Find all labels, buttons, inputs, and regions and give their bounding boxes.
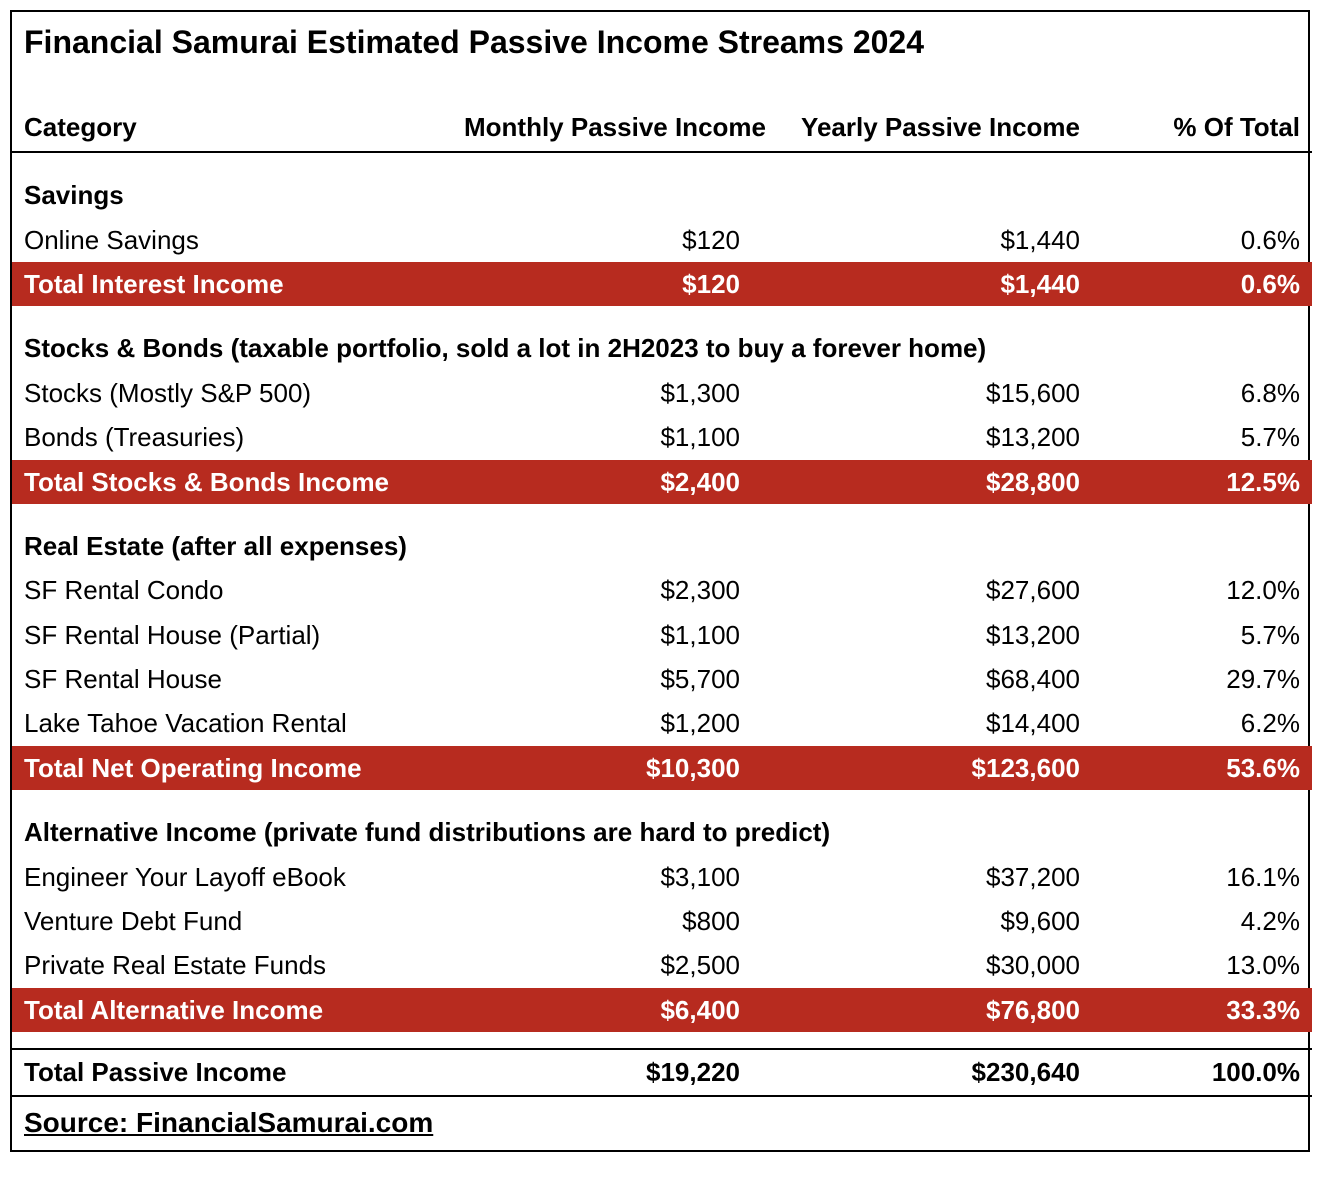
row-pct: 29.7% xyxy=(1092,657,1312,701)
row-label: SF Rental House (Partial) xyxy=(12,613,452,657)
section-header: Stocks & Bonds (taxable portfolio, sold … xyxy=(12,306,1312,370)
row-pct: 12.0% xyxy=(1092,568,1312,612)
row-pct: 0.6% xyxy=(1092,218,1312,262)
subtotal-pct: 33.3% xyxy=(1092,988,1312,1032)
subtotal-label: Total Interest Income xyxy=(12,262,452,306)
row-monthly: $120 xyxy=(452,218,752,262)
row-label: Stocks (Mostly S&P 500) xyxy=(12,371,452,415)
subtotal-monthly: $120 xyxy=(452,262,752,306)
row-label: SF Rental House xyxy=(12,657,452,701)
subtotal-yearly: $123,600 xyxy=(752,746,1092,790)
col-header-monthly: Monthly Passive Income xyxy=(452,105,752,152)
row-yearly: $37,200 xyxy=(752,855,1092,899)
section-header: Savings xyxy=(12,152,1312,217)
row-label: Private Real Estate Funds xyxy=(12,943,452,987)
row-yearly: $13,200 xyxy=(752,415,1092,459)
row-monthly: $1,300 xyxy=(452,371,752,415)
subtotal-yearly: $76,800 xyxy=(752,988,1092,1032)
row-label: Bonds (Treasuries) xyxy=(12,415,452,459)
row-yearly: $15,600 xyxy=(752,371,1092,415)
col-header-category: Category xyxy=(12,105,452,152)
subtotal-yearly: $1,440 xyxy=(752,262,1092,306)
row-monthly: $1,200 xyxy=(452,701,752,745)
col-header-pct: % Of Total xyxy=(1092,105,1312,152)
row-monthly: $5,700 xyxy=(452,657,752,701)
subtotal-monthly: $10,300 xyxy=(452,746,752,790)
col-header-yearly: Yearly Passive Income xyxy=(752,105,1092,152)
grand-total-monthly: $19,220 xyxy=(452,1049,752,1095)
source-attribution: Source: FinancialSamurai.com xyxy=(12,1096,1312,1150)
spacer xyxy=(12,69,1312,105)
row-monthly: $2,300 xyxy=(452,568,752,612)
row-pct: 5.7% xyxy=(1092,415,1312,459)
subtotal-pct: 12.5% xyxy=(1092,460,1312,504)
row-yearly: $9,600 xyxy=(752,899,1092,943)
row-pct: 16.1% xyxy=(1092,855,1312,899)
row-monthly: $1,100 xyxy=(452,613,752,657)
row-pct: 13.0% xyxy=(1092,943,1312,987)
grand-total-pct: 100.0% xyxy=(1092,1049,1312,1095)
row-monthly: $3,100 xyxy=(452,855,752,899)
income-table: Financial Samurai Estimated Passive Inco… xyxy=(12,12,1312,1150)
row-monthly: $1,100 xyxy=(452,415,752,459)
income-table-container: Financial Samurai Estimated Passive Inco… xyxy=(10,10,1310,1152)
row-label: Venture Debt Fund xyxy=(12,899,452,943)
spacer xyxy=(12,1032,1312,1049)
row-pct: 5.7% xyxy=(1092,613,1312,657)
subtotal-pct: 53.6% xyxy=(1092,746,1312,790)
row-label: SF Rental Condo xyxy=(12,568,452,612)
row-label: Online Savings xyxy=(12,218,452,262)
section-header: Real Estate (after all expenses) xyxy=(12,504,1312,568)
row-yearly: $1,440 xyxy=(752,218,1092,262)
row-monthly: $2,500 xyxy=(452,943,752,987)
row-pct: 4.2% xyxy=(1092,899,1312,943)
row-label: Lake Tahoe Vacation Rental xyxy=(12,701,452,745)
subtotal-yearly: $28,800 xyxy=(752,460,1092,504)
row-yearly: $13,200 xyxy=(752,613,1092,657)
grand-total-label: Total Passive Income xyxy=(12,1049,452,1095)
row-pct: 6.8% xyxy=(1092,371,1312,415)
row-label: Engineer Your Layoff eBook xyxy=(12,855,452,899)
section-header: Alternative Income (private fund distrib… xyxy=(12,790,1312,854)
subtotal-monthly: $6,400 xyxy=(452,988,752,1032)
row-yearly: $14,400 xyxy=(752,701,1092,745)
row-yearly: $27,600 xyxy=(752,568,1092,612)
income-table-body: Financial Samurai Estimated Passive Inco… xyxy=(12,12,1312,1150)
subtotal-label: Total Stocks & Bonds Income xyxy=(12,460,452,504)
row-monthly: $800 xyxy=(452,899,752,943)
subtotal-label: Total Alternative Income xyxy=(12,988,452,1032)
subtotal-monthly: $2,400 xyxy=(452,460,752,504)
subtotal-label: Total Net Operating Income xyxy=(12,746,452,790)
row-pct: 6.2% xyxy=(1092,701,1312,745)
subtotal-pct: 0.6% xyxy=(1092,262,1312,306)
table-title: Financial Samurai Estimated Passive Inco… xyxy=(12,12,1312,69)
row-yearly: $30,000 xyxy=(752,943,1092,987)
grand-total-yearly: $230,640 xyxy=(752,1049,1092,1095)
row-yearly: $68,400 xyxy=(752,657,1092,701)
